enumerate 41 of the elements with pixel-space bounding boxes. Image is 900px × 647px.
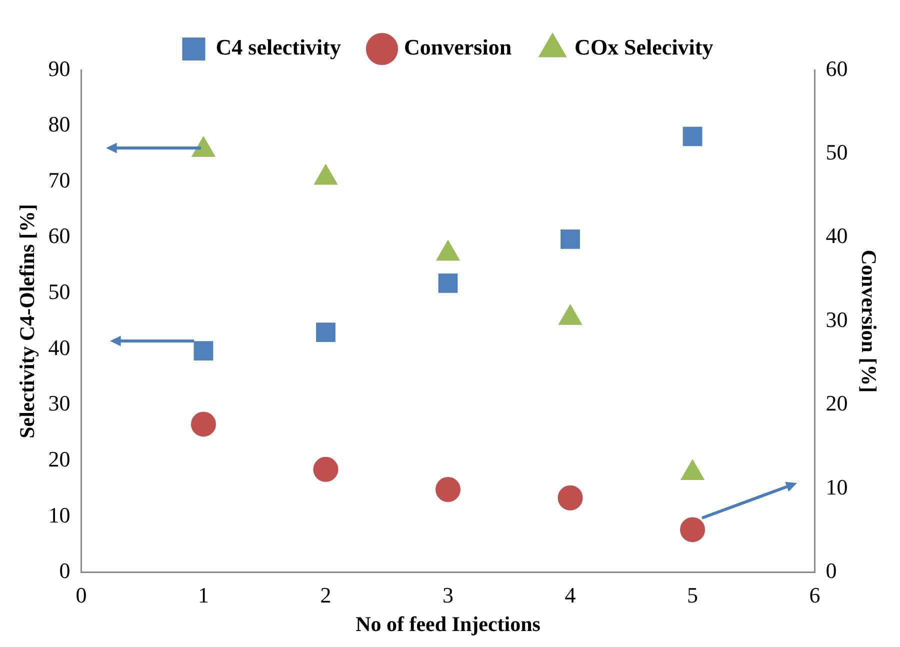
- x-tick-label: 0: [76, 582, 87, 608]
- point: [682, 126, 702, 146]
- y2-tick-label: 50: [826, 140, 848, 165]
- y2-tick-label: 60: [826, 56, 848, 81]
- x-tick-label: 3: [442, 582, 454, 608]
- y2-axis-title: Conversion [%]: [856, 250, 881, 393]
- y2-tick-label: 10: [826, 474, 848, 500]
- point: [194, 341, 214, 360]
- point: [558, 485, 583, 510]
- y2-tick-label: 0: [826, 558, 837, 584]
- x-axis-title: No of feed Injections: [356, 612, 540, 636]
- x-tick-label: 1: [198, 582, 209, 608]
- point: [313, 456, 338, 482]
- y-tick-label: 90: [48, 56, 70, 81]
- legend-label: COx Selecivity: [574, 34, 714, 60]
- y-tick-label: 80: [48, 112, 70, 137]
- x-tick-label: 4: [564, 582, 576, 608]
- point: [436, 477, 460, 502]
- y-tick-label: 70: [48, 167, 70, 192]
- y-tick-label: 0: [59, 558, 70, 584]
- y-tick-label: 50: [48, 279, 70, 304]
- y2-tick-label: 30: [826, 306, 848, 332]
- y-tick-label: 60: [48, 223, 70, 248]
- point: [190, 412, 216, 437]
- y-axis-title: Selectivity C4-Olefins [%]: [15, 204, 40, 438]
- y2-tick-label: 40: [826, 223, 848, 248]
- y2-tick-label: 20: [826, 390, 848, 416]
- y-tick-label: 20: [48, 446, 70, 472]
- point: [680, 460, 704, 480]
- legend-label: Conversion: [404, 34, 512, 60]
- y-tick-label: 10: [48, 502, 70, 528]
- y-tick-label: 30: [48, 390, 70, 416]
- x-tick-label: 5: [687, 582, 698, 608]
- point: [316, 322, 336, 342]
- point: [438, 274, 458, 293]
- point: [560, 229, 580, 249]
- legend-label: C4 selectivity: [216, 34, 341, 60]
- x-tick-label: 6: [809, 582, 820, 608]
- x-tick-label: 2: [320, 582, 332, 608]
- point: [680, 517, 706, 542]
- y-tick-label: 40: [48, 334, 70, 360]
